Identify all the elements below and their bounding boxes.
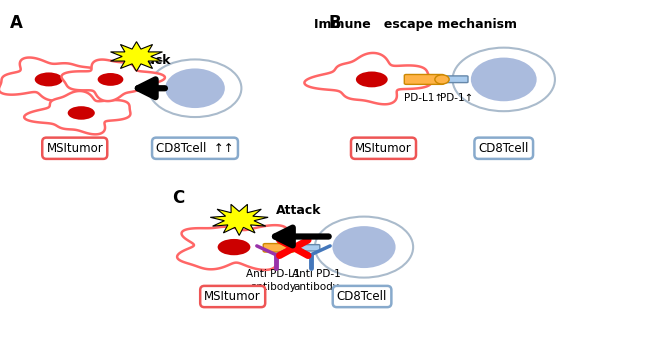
Ellipse shape <box>356 72 387 87</box>
Ellipse shape <box>34 72 63 86</box>
FancyBboxPatch shape <box>263 244 294 252</box>
Ellipse shape <box>98 73 124 86</box>
Text: MSItumor: MSItumor <box>204 290 261 303</box>
Ellipse shape <box>332 226 396 268</box>
Text: MSItumor: MSItumor <box>355 142 412 155</box>
Ellipse shape <box>315 217 413 277</box>
Polygon shape <box>304 53 432 104</box>
Polygon shape <box>210 204 268 235</box>
Text: MSItumor: MSItumor <box>46 142 103 155</box>
Text: Anti PD-1
antibody: Anti PD-1 antibody <box>292 269 341 292</box>
Text: CD8Tcell  ↑↑: CD8Tcell ↑↑ <box>156 142 234 155</box>
Ellipse shape <box>68 106 95 120</box>
Text: PD-L1↑: PD-L1↑ <box>404 93 443 103</box>
Text: PD-1↑: PD-1↑ <box>440 93 474 103</box>
Ellipse shape <box>471 58 537 101</box>
FancyBboxPatch shape <box>404 74 444 84</box>
Polygon shape <box>62 60 165 101</box>
Polygon shape <box>111 42 162 71</box>
Ellipse shape <box>165 68 225 108</box>
Text: Immune   escape mechanism: Immune escape mechanism <box>315 18 517 31</box>
Text: CD8Tcell: CD8Tcell <box>478 142 529 155</box>
Text: C: C <box>172 189 185 207</box>
Polygon shape <box>24 91 131 134</box>
Text: Attack: Attack <box>125 54 171 67</box>
Ellipse shape <box>435 75 449 84</box>
Ellipse shape <box>218 239 250 255</box>
FancyBboxPatch shape <box>446 76 468 83</box>
Text: Attack: Attack <box>276 204 321 217</box>
Ellipse shape <box>452 48 555 111</box>
Text: Anti PD-L1
antibody: Anti PD-L1 antibody <box>246 269 300 292</box>
Text: CD8Tcell: CD8Tcell <box>337 290 387 303</box>
Text: B: B <box>328 14 341 32</box>
Polygon shape <box>177 225 287 270</box>
FancyBboxPatch shape <box>299 245 320 251</box>
Ellipse shape <box>149 59 241 117</box>
Text: A: A <box>10 14 23 32</box>
Polygon shape <box>0 58 106 101</box>
